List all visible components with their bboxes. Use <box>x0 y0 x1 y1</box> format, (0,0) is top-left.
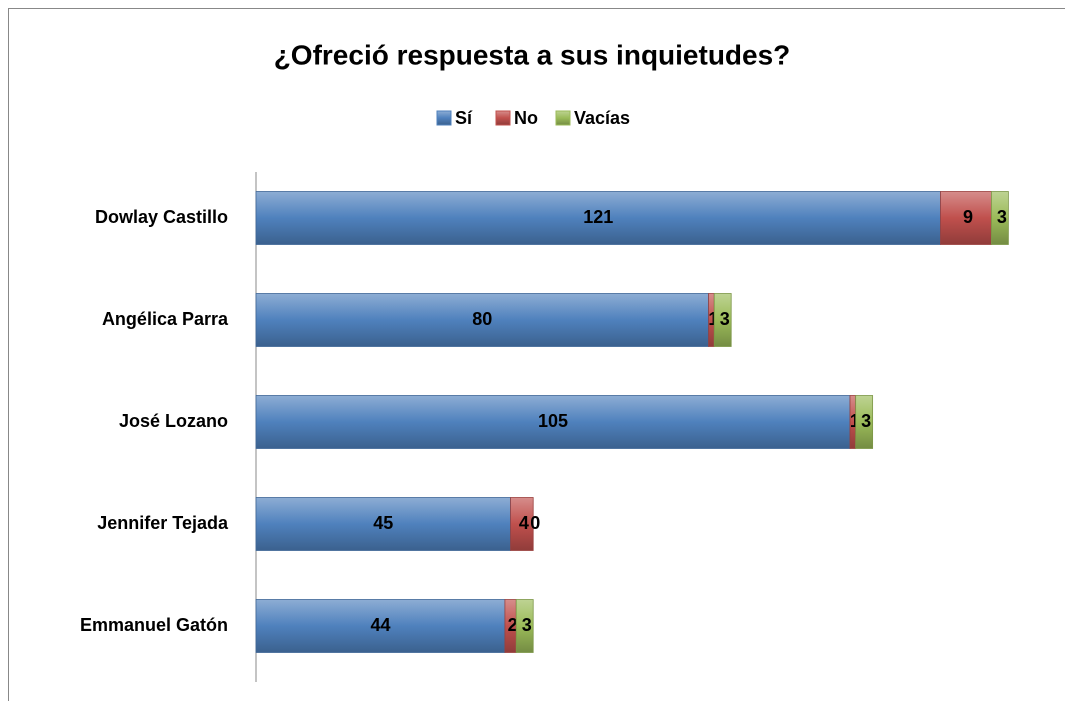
bar-segment <box>515 599 534 653</box>
data-label: 105 <box>538 411 568 431</box>
data-label: 1 <box>850 411 860 431</box>
bar-segment <box>255 395 851 449</box>
bar-segment <box>855 395 874 449</box>
bar-segment <box>940 191 992 245</box>
data-label: 3 <box>861 411 871 431</box>
data-label: 3 <box>522 615 532 635</box>
legend-swatch <box>436 110 452 126</box>
y-tick-label: Dowlay Castillo <box>95 207 228 227</box>
legend-swatch <box>555 110 571 126</box>
bar-segment <box>255 497 511 551</box>
y-tick-label: Jennifer Tejada <box>97 513 229 533</box>
legend-swatch <box>495 110 511 126</box>
data-label: 121 <box>583 207 613 227</box>
legend-label: Vacías <box>574 108 630 128</box>
data-label: 45 <box>373 513 393 533</box>
data-label: 9 <box>963 207 973 227</box>
data-label: 4 <box>519 513 529 533</box>
legend-label: No <box>514 108 538 128</box>
legend-label: Sí <box>455 108 473 128</box>
bar-segment <box>255 599 506 653</box>
bar-segment <box>255 293 709 347</box>
bar-segment <box>991 191 1009 245</box>
y-tick-label: Angélica Parra <box>102 309 229 329</box>
bar-segment <box>713 293 732 347</box>
data-label: 3 <box>997 207 1007 227</box>
chart-border <box>8 8 1065 701</box>
data-label: 2 <box>508 615 518 635</box>
y-tick-label: José Lozano <box>119 411 228 431</box>
data-label: 44 <box>370 615 390 635</box>
data-label: 80 <box>472 309 492 329</box>
bar-segment <box>510 497 534 551</box>
y-tick-label: Emmanuel Gatón <box>80 615 228 635</box>
data-label: 3 <box>720 309 730 329</box>
data-label: 0 <box>530 513 540 533</box>
data-label: 1 <box>708 309 718 329</box>
chart-title: ¿Ofreció respuesta a sus inquietudes? <box>274 39 791 70</box>
